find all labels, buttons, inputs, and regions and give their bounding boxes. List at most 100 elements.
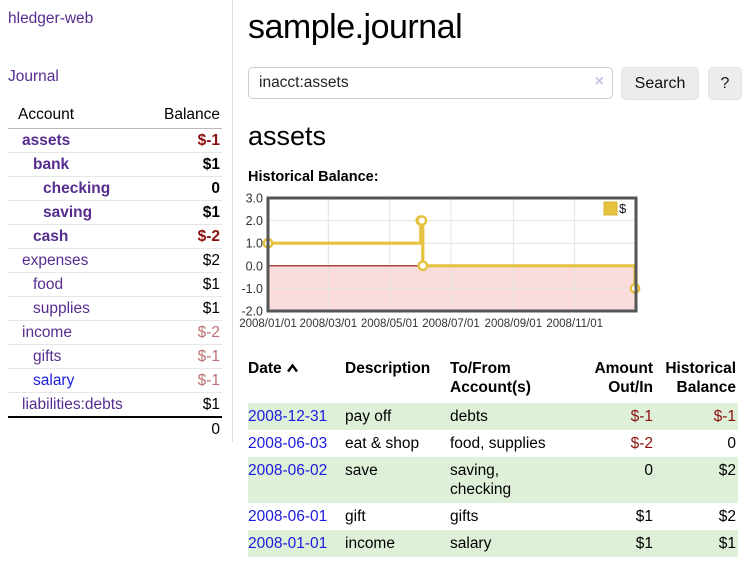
app-brand-link[interactable]: hledger-web [8,10,94,27]
accounts-total-value: 0 [142,416,222,441]
account-link[interactable]: assets [22,131,71,149]
transaction-accounts: salary [450,535,492,552]
svg-text:2008/05/01: 2008/05/01 [361,318,419,330]
account-link[interactable]: supplies [33,299,90,317]
svg-text:2008/01/01: 2008/01/01 [239,318,297,330]
svg-text:-2.0: -2.0 [241,305,263,319]
chart-title: Historical Balance: [248,169,379,185]
svg-text:-1.0: -1.0 [241,282,263,296]
register-row: 2008-12-31 pay off debts $-1 $-1 [248,403,738,430]
account-link[interactable]: food [33,275,64,293]
search-input[interactable] [248,67,613,99]
transaction-balance: $-1 [713,408,736,425]
register-header-date-label: Date [248,360,282,377]
account-row: saving $1 [8,200,222,225]
accounts-header-balance: Balance [142,104,222,129]
account-link[interactable]: income [22,323,72,341]
account-balance: $1 [142,392,222,418]
account-row: supplies $1 [8,296,222,321]
account-link[interactable]: checking [43,179,111,197]
svg-text:2008/03/01: 2008/03/01 [300,318,358,330]
svg-text:2008/07/01: 2008/07/01 [422,318,480,330]
transaction-balance: $2 [718,462,736,479]
account-link[interactable]: liabilities:debts [22,395,123,413]
accounts-total-row: 0 [8,416,222,441]
account-balance: $1 [142,272,222,297]
transaction-date-link[interactable]: 2008-12-31 [248,408,328,425]
account-heading: assets [248,121,327,151]
sidebar: hledger-web Journal Account Balance asse… [0,0,233,442]
transaction-amount: $1 [635,535,653,552]
page-title: sample.journal [248,8,463,46]
account-balance: $2 [142,248,222,273]
transaction-date-link[interactable]: 2008-01-01 [248,535,328,552]
register-header-description: Description [345,360,431,377]
sort-ascending-icon [286,359,299,378]
account-row: expenses $2 [8,248,222,273]
help-button[interactable]: ? [708,67,742,100]
account-link[interactable]: gifts [33,347,62,365]
svg-text:1.0: 1.0 [246,237,263,251]
account-row: income $-2 [8,320,222,345]
accounts-header-account: Account [8,104,143,129]
account-row: salary $-1 [8,368,222,393]
transaction-description: save [345,462,378,479]
transaction-description: income [345,535,395,552]
transaction-description: gift [345,508,366,525]
transaction-date-link[interactable]: 2008-06-01 [248,508,328,525]
account-balance: $-1 [142,344,222,369]
account-balance: $-2 [142,224,222,249]
transaction-date-link[interactable]: 2008-06-02 [248,462,328,479]
transaction-accounts: food, supplies [450,435,546,452]
account-row: cash $-2 [8,224,222,249]
account-link[interactable]: saving [43,203,93,221]
transaction-balance: $2 [718,508,736,525]
account-row: gifts $-1 [8,344,222,369]
account-row: food $1 [8,272,222,297]
register-row: 2008-06-01 gift gifts $1 $2 [248,503,738,530]
clear-search-icon[interactable]: × [594,73,604,90]
account-link[interactable]: salary [33,371,75,389]
transaction-amount: $-2 [630,435,653,452]
sidebar-item-journal[interactable]: Journal [8,68,59,85]
register-row: 2008-06-02 save saving, checking 0 $2 [248,457,738,503]
svg-text:2008/09/01: 2008/09/01 [485,318,543,330]
main-content: sample.journal × Search ? assets Histori… [239,0,742,557]
svg-text:$: $ [619,201,627,216]
account-row: bank $1 [8,152,222,177]
register-row: 2008-06-03 eat & shop food, supplies $-2 0 [248,430,738,457]
account-link[interactable]: bank [33,155,70,173]
transaction-date-link[interactable]: 2008-06-03 [248,435,328,452]
balance-chart: 3.0 2.0 1.0 0.0 -1.0 -2.0 2008/01/01 2008/03/01… [238,190,742,343]
register-header-balance: Historical Balance [665,360,736,396]
account-balance: $1 [142,296,222,321]
account-balance: $-1 [142,128,222,153]
search-form: × Search ? [248,67,742,100]
register-header-date[interactable]: Date [248,357,345,403]
register-header-accounts: To/From Account(s) [450,360,531,396]
account-link[interactable]: cash [33,227,69,245]
svg-text:2008/11/01: 2008/11/01 [546,318,603,330]
search-button[interactable]: Search [621,67,699,100]
transaction-amount: $1 [635,508,653,525]
transaction-balance: 0 [727,435,736,452]
register-row: 2008-01-01 income salary $1 $1 [248,530,738,557]
transaction-accounts: saving, checking [450,462,512,498]
svg-text:0.0: 0.0 [246,259,263,273]
transaction-balance: $1 [718,535,736,552]
account-row: checking 0 [8,176,222,201]
transaction-amount: 0 [644,462,653,479]
account-balance: $1 [142,200,222,225]
transaction-amount: $-1 [630,408,653,425]
account-row: assets $-1 [8,128,222,153]
svg-text:3.0: 3.0 [246,192,263,206]
svg-text:2.0: 2.0 [246,214,263,228]
account-balance: $-2 [142,320,222,345]
transaction-accounts: debts [450,408,488,425]
account-row: liabilities:debts $1 [8,392,222,418]
register-header-amount: Amount Out/In [594,360,653,396]
transaction-description: pay off [345,408,392,425]
account-link[interactable]: expenses [22,251,89,269]
register-table: Date Description To/From Account(s) Amou… [248,357,738,557]
